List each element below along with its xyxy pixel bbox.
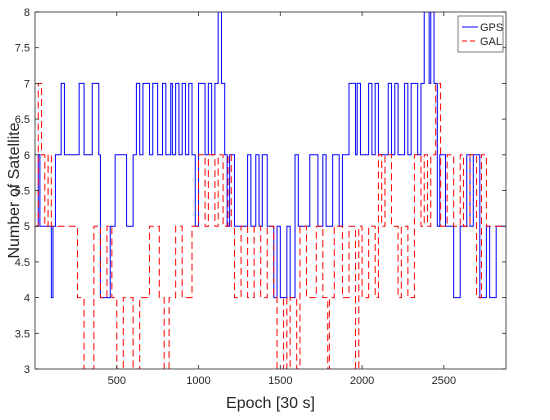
y-tick-label: 7: [24, 78, 30, 90]
legend-label-gal: GAL: [480, 36, 502, 48]
y-tick-label: 3: [24, 364, 30, 376]
y-tick-label: 6.5: [15, 114, 30, 126]
y-axis: 3 3.5 4 4.5 5 5.5 6 6.5 7 7.5 8: [15, 7, 506, 376]
series-layer: [35, 12, 506, 369]
x-axis: 500 1000 1500 2000 2500: [108, 12, 456, 387]
y-axis-title: Number of Satellite: [6, 122, 23, 258]
legend-label-gps: GPS: [480, 22, 503, 34]
y-tick-label: 7.5: [15, 43, 30, 55]
x-tick-label: 1000: [186, 375, 210, 387]
y-tick-label: 8: [24, 7, 30, 19]
plot-area: [35, 12, 506, 369]
x-tick-label: 500: [108, 375, 126, 387]
x-tick-label: 2000: [350, 375, 374, 387]
legend: GPS GAL: [457, 15, 504, 53]
y-tick-label: 3.5: [15, 328, 30, 340]
y-tick-label: 4.5: [15, 257, 30, 269]
y-tick-label: 5.5: [15, 186, 30, 198]
y-tick-label: 5: [24, 221, 30, 233]
series-line-gal: [35, 82, 506, 369]
series-line-gps: [35, 12, 506, 299]
x-tick-label: 1500: [268, 375, 292, 387]
legend-box: [457, 15, 504, 53]
x-tick-label: 2500: [432, 375, 456, 387]
y-tick-label: 4: [24, 293, 30, 305]
x-axis-title: Epoch [30 s]: [226, 395, 315, 412]
y-tick-label: 6: [24, 150, 30, 162]
